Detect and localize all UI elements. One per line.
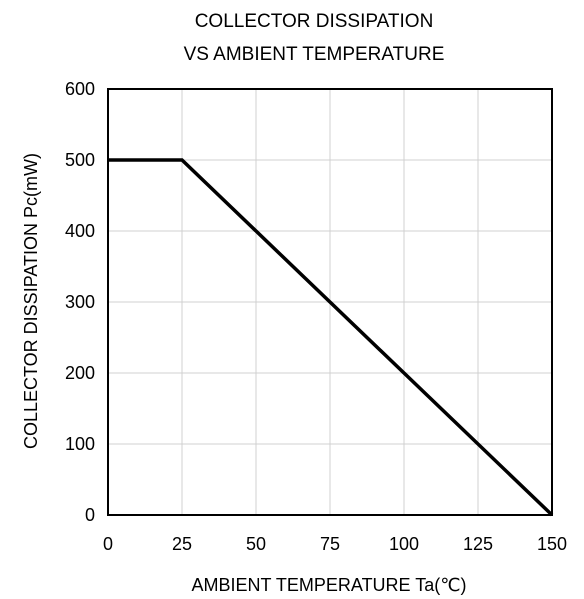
y-tick-label: 600 (65, 79, 95, 99)
y-tick-label: 100 (65, 434, 95, 454)
x-tick-label: 25 (172, 534, 192, 554)
chart-subtitle: VS AMBIENT TEMPERATURE (184, 44, 445, 65)
y-tick-label: 300 (65, 292, 95, 312)
chart-title: COLLECTOR DISSIPATION (195, 11, 434, 32)
x-tick-label: 125 (463, 534, 493, 554)
derating-curve-line (108, 158, 554, 517)
x-tick-label: 50 (246, 534, 266, 554)
y-tick-label: 0 (85, 505, 95, 525)
data-series (108, 158, 554, 517)
plot-frame (107, 88, 553, 516)
x-tick-label: 150 (537, 534, 567, 554)
x-tick-label: 0 (103, 534, 113, 554)
y-axis-title: COLLECTOR DISSIPATION Pc(mW) (21, 153, 41, 449)
y-tick-label: 400 (65, 221, 95, 241)
y-tick-label: 500 (65, 150, 95, 170)
y-tick-labels: 0 100 200 300 400 500 600 (65, 79, 95, 525)
x-tick-label: 75 (320, 534, 340, 554)
x-tick-label: 100 (389, 534, 419, 554)
x-tick-labels: 0 25 50 75 100 125 150 (103, 534, 567, 554)
x-axis-title: AMBIENT TEMPERATURE Ta(℃) (192, 575, 467, 595)
y-tick-label: 200 (65, 363, 95, 383)
